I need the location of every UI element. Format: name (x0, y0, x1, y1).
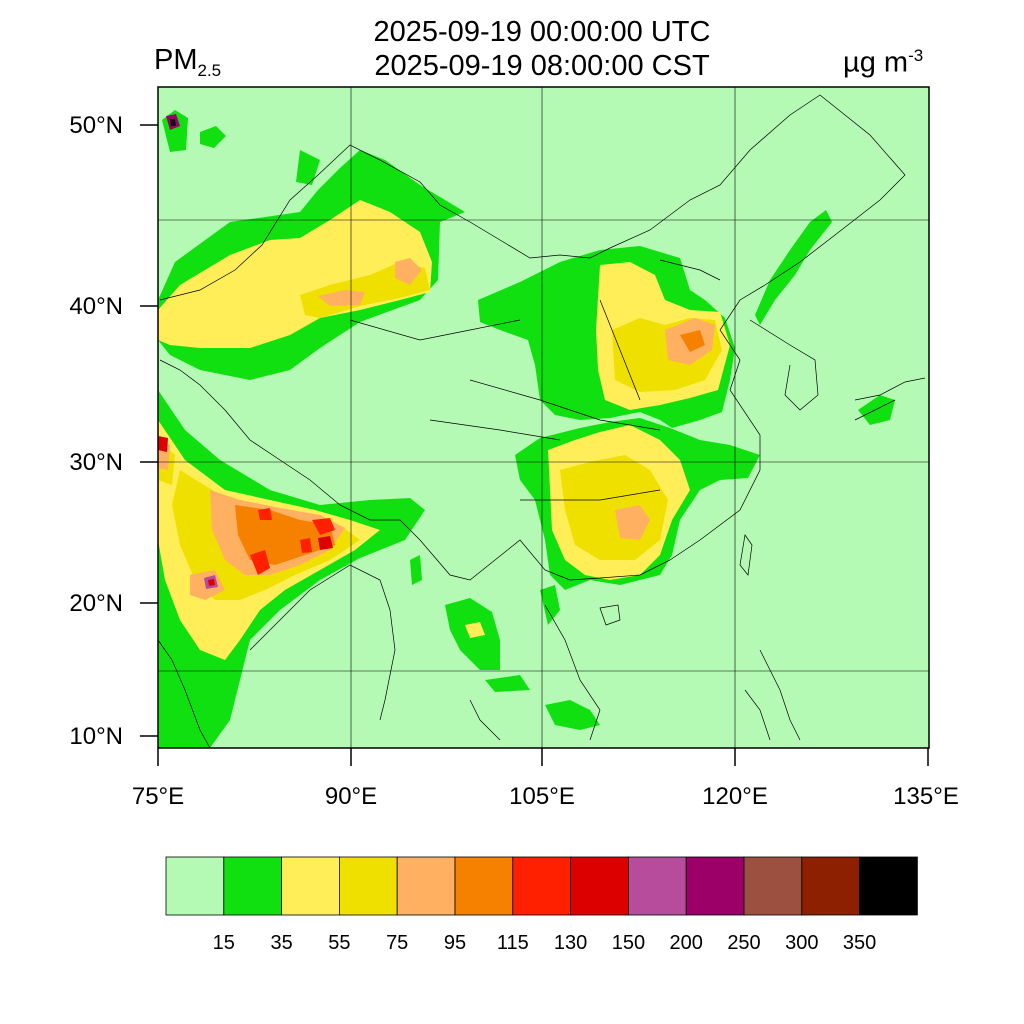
lat-label-50n: 50°N (69, 112, 123, 139)
india-red-5 (158, 436, 168, 452)
colorbar-box-5 (454, 856, 514, 916)
map-frame (157, 86, 930, 749)
colorbar-label-7: 150 (611, 932, 646, 954)
colorbar-box-10 (743, 856, 803, 916)
colorbar-box-4 (396, 856, 456, 916)
colorbar-box-3 (338, 856, 398, 916)
boundary-lines (158, 94, 926, 748)
philippines-coast (744, 649, 801, 741)
colorbar-label-10: 300 (785, 932, 819, 954)
xinjiang-orange (318, 290, 365, 306)
lat-label-10n: 10°N (69, 723, 123, 750)
colorbar (165, 856, 918, 916)
india-red-2 (312, 518, 335, 535)
korea-coast (749, 319, 819, 411)
xinjiang-orange-2 (395, 258, 422, 285)
south-china-orange (615, 505, 650, 540)
colorbar-box-8 (628, 856, 687, 916)
colorbar-box-11 (801, 856, 860, 916)
concentration-field (158, 87, 929, 748)
japan-coast (854, 377, 926, 421)
colorbar-box-7 (570, 856, 629, 916)
colorbar-box-6 (512, 856, 571, 916)
level-200-plus (166, 114, 218, 589)
india-red-6 (258, 508, 272, 520)
yellow-spot-se (465, 622, 485, 638)
lat-label-30n: 30°N (69, 449, 123, 476)
myanmar-green (410, 555, 422, 585)
level-115-150 (158, 436, 335, 575)
lon-label-120e: 120°E (702, 783, 768, 810)
colorbar-label-11: 350 (842, 932, 877, 954)
variable-label: PM2.5 (154, 44, 221, 81)
colorbar-box-0 (165, 856, 225, 916)
units-main: µg m (843, 46, 909, 79)
india-red-3 (318, 536, 333, 550)
lon-label-105e: 105°E (509, 783, 575, 810)
title-cst: 2025-09-19 08:00:00 CST (374, 50, 710, 82)
map-background (158, 87, 929, 748)
graticule (158, 87, 929, 748)
india-red-1 (250, 550, 270, 575)
siberia-green (296, 150, 320, 185)
hainan-coast (599, 604, 621, 626)
colorbar-label-9: 250 (727, 932, 761, 954)
northwest-spot-2 (200, 126, 226, 148)
xinjiang-yellow (158, 200, 432, 348)
province-lines (349, 259, 721, 501)
hotspot-ne-black (170, 119, 176, 126)
colorbar-label-4: 95 (443, 932, 467, 954)
indochina-coast (469, 604, 601, 741)
thailand-green (485, 675, 530, 692)
colorbar-label-5: 115 (496, 932, 529, 954)
lat-label-40n: 40°N (69, 293, 123, 320)
colorbar-label-3: 75 (386, 932, 409, 954)
colorbar-box-12 (859, 856, 918, 916)
northeast-green (755, 210, 832, 325)
taiwan-coast (739, 534, 753, 576)
lon-label-75e: 75°E (131, 783, 185, 810)
colorbar-label-6: 130 (553, 932, 588, 954)
units-label: µg m-3 (843, 46, 923, 80)
lon-label-90e: 90°E (324, 783, 378, 810)
india-coast (158, 639, 211, 748)
colorbar-label-8: 200 (669, 932, 703, 954)
axis-ticks (140, 124, 929, 766)
units-superscript: -3 (908, 46, 924, 65)
colorbar-label-0: 15 (212, 932, 235, 954)
lat-label-20n: 20°N (69, 590, 123, 617)
hotspot-india-red (208, 579, 215, 586)
korea-green (858, 395, 895, 425)
variable-main: PM (154, 44, 198, 76)
variable-subscript: 2.5 (197, 60, 222, 80)
colorbar-box-1 (223, 856, 283, 916)
china-border (159, 94, 906, 581)
shandong-darkorange (680, 330, 705, 352)
colorbar-box-9 (685, 856, 745, 916)
india-red-4 (300, 538, 312, 553)
title-utc: 2025-09-19 00:00:00 UTC (373, 16, 711, 48)
bay-of-bengal-coast (249, 564, 396, 721)
indochina-green (545, 700, 600, 730)
colorbar-label-1: 35 (270, 932, 293, 954)
colorbar-label-2: 55 (328, 932, 351, 954)
colorbar-box-2 (281, 856, 340, 916)
lon-label-135e: 135°E (893, 783, 959, 810)
hainan-green (540, 585, 560, 625)
